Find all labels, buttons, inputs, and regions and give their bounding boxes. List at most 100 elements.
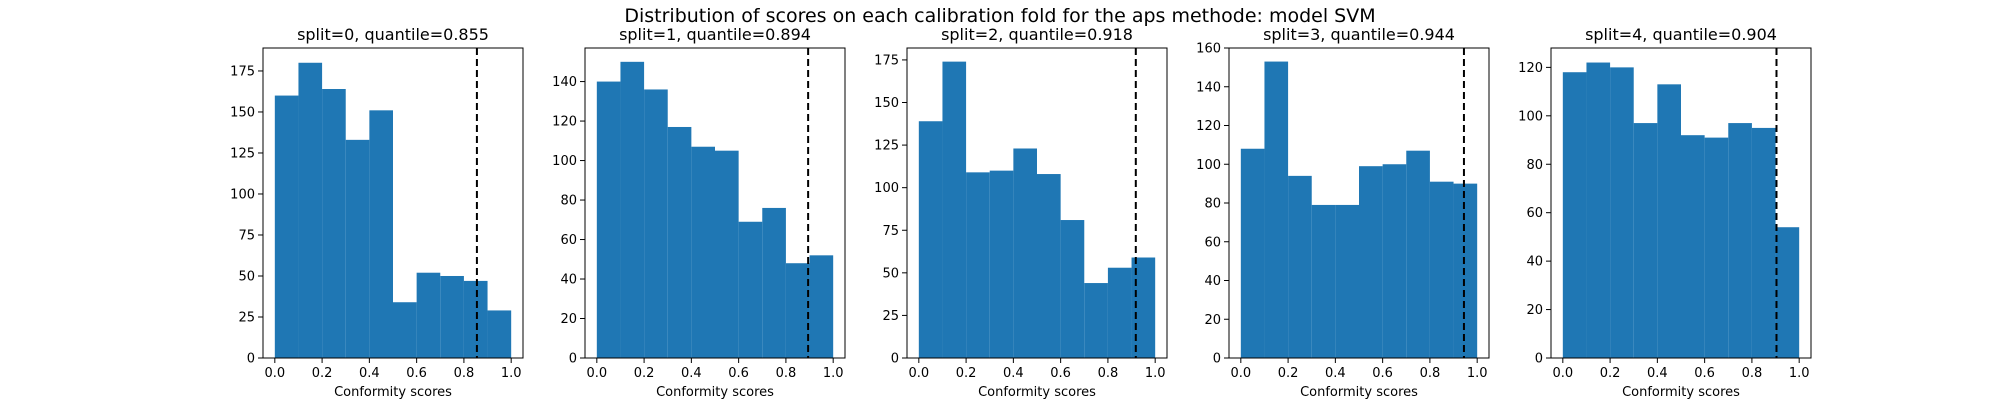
histogram-bar <box>1037 174 1061 358</box>
x-axis-label: Conformity scores <box>334 385 452 400</box>
x-tick-label: 0.8 <box>454 366 475 381</box>
y-tick-label: 60 <box>1526 206 1543 221</box>
y-tick-label: 75 <box>238 228 255 243</box>
histogram-bar <box>667 126 692 358</box>
y-tick-label: 50 <box>238 269 255 284</box>
histogram-bar <box>1359 166 1383 358</box>
histogram-bar <box>487 310 512 358</box>
histogram-bar <box>1060 220 1085 358</box>
y-tick-label: 140 <box>1196 80 1221 95</box>
y-tick-label: 20 <box>560 312 577 327</box>
histogram-bar <box>298 62 323 359</box>
subplot-3: 0.0 0.2 0.4 0.6 0.8 1.0 0 20 40 60 80 100 120 140 160 s… <box>1196 25 1490 400</box>
x-tick-label: 1.0 <box>501 366 522 381</box>
x-tick-label: 0.6 <box>1372 366 1393 381</box>
y-tick-label: 80 <box>560 194 577 209</box>
x-tick-label: 0.2 <box>1600 366 1621 381</box>
histogram-bar <box>644 89 668 358</box>
x-tick-label: 0.6 <box>1050 366 1071 381</box>
x-tick-label: 0.2 <box>1278 366 1299 381</box>
x-tick-label: 1.0 <box>1145 366 1166 381</box>
y-tick-label: 20 <box>1204 313 1221 328</box>
y-tick-label: 75 <box>882 224 899 239</box>
y-tick-label: 60 <box>1204 235 1221 250</box>
histogram-bar <box>416 272 441 358</box>
y-tick-label: 50 <box>882 266 899 281</box>
histogram-bar <box>809 255 834 358</box>
subplot-title: split=3, quantile=0.944 <box>1263 25 1455 44</box>
histogram-bar <box>1382 164 1407 358</box>
subplot-1: 0.0 0.2 0.4 0.6 0.8 1.0 0 20 40 60 80 100 120 140 spli… <box>552 25 846 400</box>
x-tick-label: 0.2 <box>312 366 333 381</box>
histogram-bar <box>1131 257 1156 358</box>
y-tick-label: 80 <box>1526 158 1543 173</box>
y-tick-label: 175 <box>230 64 255 79</box>
x-axis-label: Conformity scores <box>656 385 774 400</box>
x-axis-label: Conformity scores <box>978 385 1096 400</box>
histogram-bar <box>762 207 786 358</box>
x-tick-label: 0.6 <box>1694 366 1715 381</box>
figure-suptitle: Distribution of scores on each calibrati… <box>624 5 1375 27</box>
x-tick-label: 0.0 <box>1230 366 1251 381</box>
subplot-4: 0.0 0.2 0.4 0.6 0.8 1.0 0 20 40 60 80 100 120 split=4… <box>1518 25 1812 400</box>
x-axis-label: Conformity scores <box>1622 385 1740 400</box>
y-tick-label: 125 <box>230 146 255 161</box>
subplot-panels: 0.0 0.2 0.4 0.6 0.8 1.0 0 25 50 75 100 125 150 175 spl… <box>230 25 1812 400</box>
histogram-bar <box>1586 62 1611 358</box>
histogram-bar <box>345 139 370 358</box>
axes-frame <box>1550 47 1812 359</box>
x-tick-label: 0.4 <box>1647 366 1668 381</box>
y-tick-label: 100 <box>230 187 255 202</box>
subplot-0: 0.0 0.2 0.4 0.6 0.8 1.0 0 25 50 75 100 125 150 175 spl… <box>230 25 524 400</box>
histogram-bar <box>1406 150 1430 358</box>
x-tick-label: 0.0 <box>1552 366 1573 381</box>
x-tick-label: 1.0 <box>1789 366 1810 381</box>
y-tick-label: 60 <box>560 233 577 248</box>
x-tick-label: 0.8 <box>1098 366 1119 381</box>
histogram-bar <box>738 221 763 358</box>
histogram-bar <box>942 61 967 358</box>
histogram-bar <box>1240 148 1265 358</box>
x-tick-label: 1.0 <box>1467 366 1488 381</box>
axes-frame <box>906 47 1168 359</box>
y-tick-label: 125 <box>874 139 899 154</box>
y-tick-label: 150 <box>230 105 255 120</box>
histogram-bar <box>1562 72 1587 358</box>
histogram-bar <box>322 89 346 358</box>
y-tick-label: 120 <box>1518 61 1543 76</box>
x-tick-label: 0.4 <box>359 366 380 381</box>
y-tick-label: 25 <box>238 310 255 325</box>
histogram-bar <box>1704 137 1729 358</box>
y-tick-label: 140 <box>552 75 577 90</box>
y-tick-label: 120 <box>552 115 577 130</box>
histogram-bar <box>785 263 810 358</box>
y-tick-label: 0 <box>891 352 899 367</box>
histogram-bar <box>1429 181 1454 358</box>
x-tick-label: 0.8 <box>776 366 797 381</box>
y-tick-label: 120 <box>1196 119 1221 134</box>
axes-frame <box>584 47 846 359</box>
x-tick-label: 0.6 <box>728 366 749 381</box>
histogram-bar <box>1610 67 1634 358</box>
y-tick-label: 0 <box>1213 352 1221 367</box>
subplot-2: 0.0 0.2 0.4 0.6 0.8 1.0 0 25 50 75 100 125 150 175 spl… <box>874 25 1168 400</box>
histogram-bar <box>989 170 1014 358</box>
y-tick-label: 0 <box>1535 352 1543 367</box>
histogram-bar <box>1681 135 1705 358</box>
y-tick-label: 40 <box>560 273 577 288</box>
histogram-bar <box>596 81 621 358</box>
x-tick-label: 0.0 <box>586 366 607 381</box>
y-tick-label: 100 <box>552 154 577 169</box>
y-tick-label: 150 <box>874 96 899 111</box>
histogram-bar <box>393 302 417 358</box>
axes-frame <box>262 47 524 359</box>
x-tick-label: 0.0 <box>908 366 929 381</box>
x-tick-label: 0.4 <box>1003 366 1024 381</box>
histogram-bar <box>1288 175 1312 358</box>
histogram-bar <box>918 121 943 358</box>
y-tick-label: 40 <box>1526 255 1543 270</box>
y-tick-label: 0 <box>247 352 255 367</box>
y-tick-label: 25 <box>882 309 899 324</box>
histogram-bar <box>1311 204 1336 358</box>
